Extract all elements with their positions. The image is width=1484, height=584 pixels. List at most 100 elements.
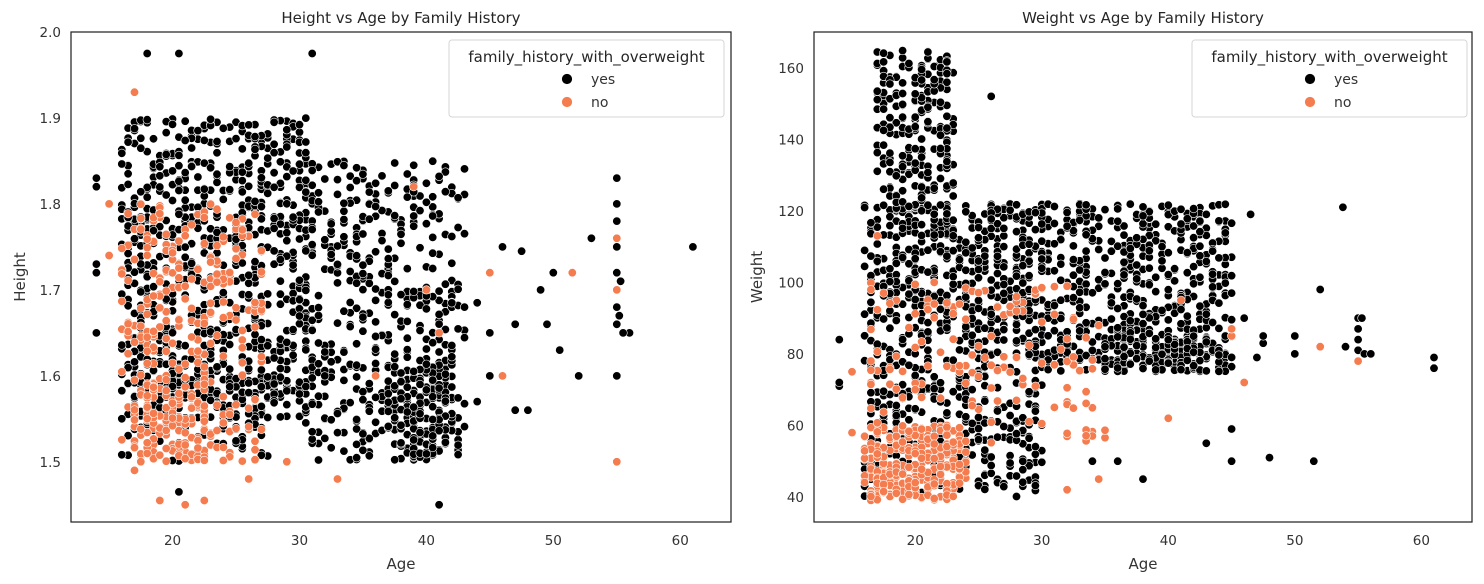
data-point-yes — [219, 288, 227, 296]
data-point-no — [130, 376, 138, 384]
data-point-yes — [175, 151, 183, 159]
data-point-yes — [359, 261, 367, 269]
data-point-yes — [619, 329, 627, 337]
data-point-no — [873, 450, 881, 458]
data-point-yes — [1202, 310, 1210, 318]
data-point-yes — [886, 158, 894, 166]
data-point-yes — [371, 285, 379, 293]
data-point-no — [943, 362, 951, 370]
data-point-no — [143, 244, 151, 252]
data-point-no — [219, 419, 227, 427]
data-point-no — [613, 286, 621, 294]
data-point-yes — [974, 304, 982, 312]
data-point-no — [219, 233, 227, 241]
data-point-yes — [1202, 210, 1210, 218]
data-point-no — [219, 443, 227, 451]
data-point-yes — [917, 153, 925, 161]
data-point-no — [613, 458, 621, 466]
data-point-yes — [1025, 272, 1033, 280]
data-point-yes — [314, 360, 322, 368]
data-point-yes — [429, 212, 437, 220]
data-point-yes — [308, 225, 316, 233]
y-tick-label: 60 — [787, 418, 804, 434]
data-point-yes — [949, 272, 957, 280]
data-point-no — [187, 221, 195, 229]
data-point-yes — [1082, 201, 1090, 209]
data-point-yes — [340, 215, 348, 223]
data-point-yes — [1291, 332, 1299, 340]
data-point-no — [568, 269, 576, 277]
data-point-yes — [974, 265, 982, 273]
data-point-yes — [930, 76, 938, 84]
data-point-yes — [917, 76, 925, 84]
data-point-yes — [410, 287, 418, 295]
data-point-no — [917, 465, 925, 473]
data-point-no — [143, 333, 151, 341]
data-point-yes — [327, 220, 335, 228]
data-point-no — [162, 347, 170, 355]
data-point-no — [143, 449, 151, 457]
data-point-yes — [226, 340, 234, 348]
data-point-no — [219, 352, 227, 360]
data-point-yes — [962, 323, 970, 331]
data-point-no — [371, 372, 379, 380]
data-point-yes — [359, 269, 367, 277]
data-point-yes — [1253, 353, 1261, 361]
data-point-yes — [1076, 327, 1084, 335]
data-point-yes — [397, 439, 405, 447]
data-point-yes — [245, 182, 253, 190]
data-point-yes — [943, 409, 951, 417]
data-point-yes — [1202, 257, 1210, 265]
data-point-yes — [454, 450, 462, 458]
data-point-yes — [314, 208, 322, 216]
data-point-no — [181, 441, 189, 449]
data-point-yes — [962, 293, 970, 301]
data-point-yes — [898, 46, 906, 54]
x-tick-labels: 20 30 40 50 60 — [907, 533, 1430, 549]
data-point-yes — [917, 135, 925, 143]
data-point-yes — [213, 137, 221, 145]
data-point-yes — [448, 353, 456, 361]
data-point-yes — [429, 403, 437, 411]
data-point-no — [168, 414, 176, 422]
data-point-no — [175, 316, 183, 324]
data-point-no — [1050, 361, 1058, 369]
data-point-yes — [974, 296, 982, 304]
data-point-no — [1063, 384, 1071, 392]
data-point-yes — [981, 446, 989, 454]
data-point-yes — [283, 338, 291, 346]
data-point-no — [175, 389, 183, 397]
data-point-yes — [1189, 262, 1197, 270]
data-point-yes — [1158, 306, 1166, 314]
data-point-yes — [615, 312, 623, 320]
data-point-yes — [974, 257, 982, 265]
data-point-yes — [924, 201, 932, 209]
data-point-no — [422, 286, 430, 294]
data-point-yes — [435, 384, 443, 392]
data-point-yes — [879, 105, 887, 113]
data-point-yes — [905, 361, 913, 369]
data-point-no — [149, 292, 157, 300]
data-point-yes — [689, 243, 697, 251]
data-point-no — [1069, 315, 1077, 323]
chart-title: Height vs Age by Family History — [281, 9, 520, 27]
data-point-yes — [181, 196, 189, 204]
data-point-yes — [917, 65, 925, 73]
data-point-yes — [352, 164, 360, 172]
data-point-yes — [873, 87, 881, 95]
data-point-yes — [879, 49, 887, 57]
data-point-yes — [1158, 350, 1166, 358]
data-point-yes — [898, 335, 906, 343]
data-point-yes — [302, 114, 310, 122]
data-point-no — [219, 456, 227, 464]
data-point-yes — [1145, 264, 1153, 272]
data-point-no — [1101, 426, 1109, 434]
data-point-yes — [308, 240, 316, 248]
data-point-yes — [1012, 320, 1020, 328]
data-point-yes — [1341, 343, 1349, 351]
data-point-yes — [867, 219, 875, 227]
data-point-yes — [321, 372, 329, 380]
data-point-no — [232, 316, 240, 324]
data-point-yes — [987, 453, 995, 461]
data-point-yes — [181, 253, 189, 261]
